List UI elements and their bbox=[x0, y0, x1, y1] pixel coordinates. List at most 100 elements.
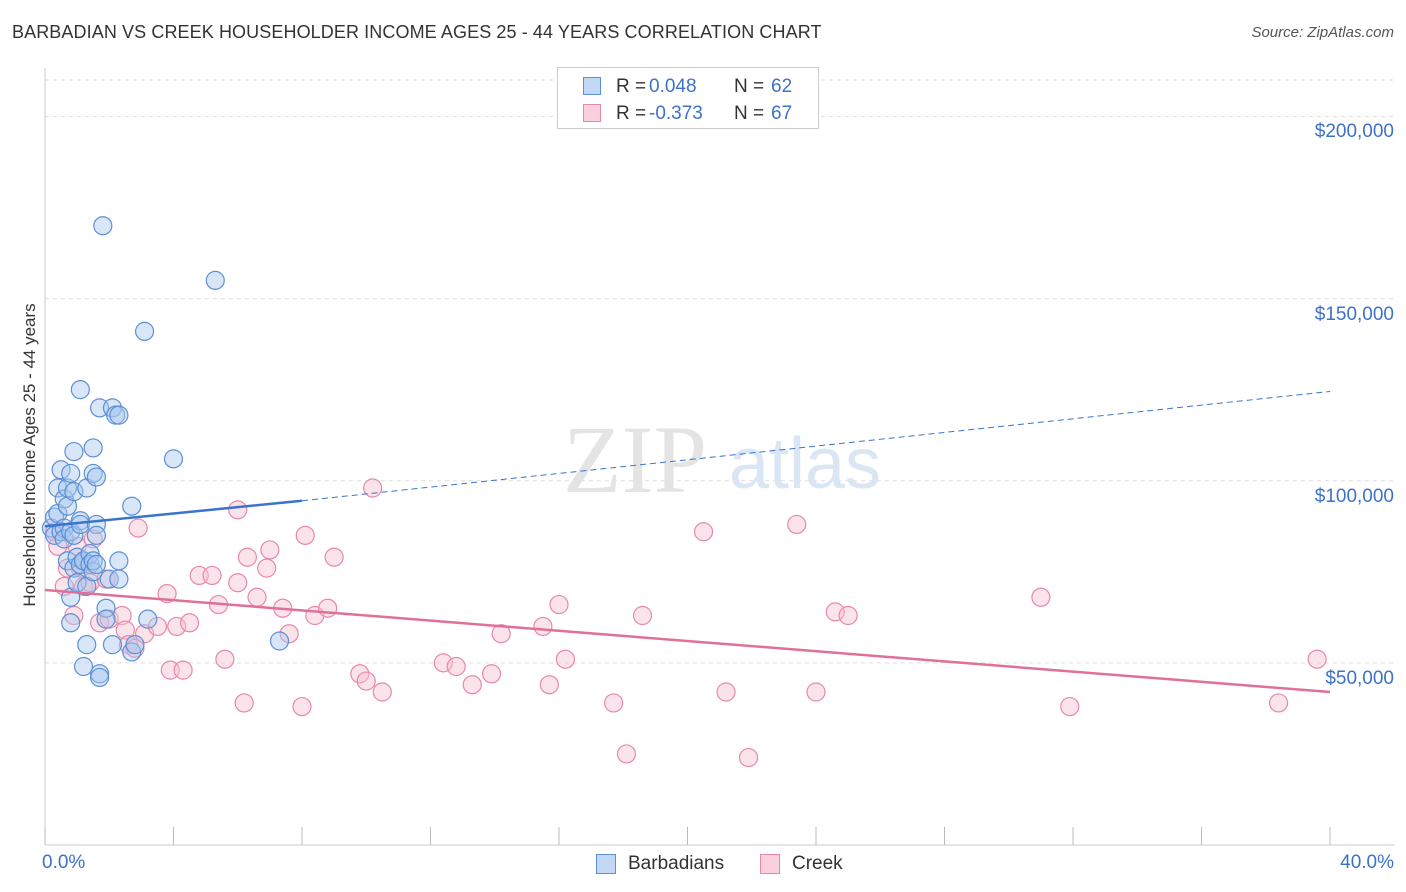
barbadians-trend-dashed bbox=[301, 390, 1331, 502]
barbadians-point bbox=[54, 529, 74, 549]
barbadians-point bbox=[64, 558, 84, 578]
grid-lines bbox=[45, 79, 1395, 664]
y-tick-label: $50,000 bbox=[1325, 667, 1394, 689]
creek-point bbox=[539, 675, 559, 695]
barbadians-point bbox=[64, 441, 84, 462]
creek-point bbox=[247, 587, 267, 607]
n-value: 67 bbox=[771, 103, 793, 124]
creek-point bbox=[787, 514, 807, 535]
creek-point bbox=[257, 558, 277, 578]
creek-point bbox=[295, 525, 315, 545]
x-tick-max: 40.0% bbox=[1340, 852, 1394, 873]
barbadians-point bbox=[96, 598, 116, 618]
creek-point bbox=[292, 696, 312, 717]
creek-point bbox=[202, 565, 222, 586]
creek-point bbox=[1307, 649, 1327, 669]
creek-point bbox=[616, 744, 637, 764]
barbadians-point bbox=[57, 551, 78, 571]
n-value: 62 bbox=[771, 76, 793, 97]
barbadians-point bbox=[109, 551, 129, 571]
r-label: R = bbox=[616, 103, 647, 124]
legend-label-barbadians: Barbadians bbox=[628, 853, 725, 874]
barbadians-point bbox=[77, 635, 97, 655]
creek-point bbox=[228, 500, 248, 520]
creek-point bbox=[1268, 693, 1289, 713]
y-tick-label: $100,000 bbox=[1314, 485, 1394, 507]
creek-point bbox=[693, 522, 714, 542]
n-label: N = bbox=[734, 76, 765, 97]
creek-point bbox=[738, 747, 759, 768]
creek-points bbox=[45, 478, 1327, 768]
legend-swatch-blue bbox=[583, 77, 601, 95]
watermark-atlas: atlas bbox=[729, 424, 881, 504]
barbadians-point bbox=[99, 569, 119, 589]
creek-point bbox=[83, 529, 103, 549]
barbadians-trend-solid bbox=[44, 499, 303, 528]
creek-point bbox=[324, 547, 344, 567]
barbadians-point bbox=[205, 270, 225, 290]
creek-trend bbox=[44, 588, 1331, 694]
barbadians-point bbox=[125, 635, 145, 655]
creek-point bbox=[215, 649, 235, 669]
legend-swatch-barbadians bbox=[596, 854, 616, 874]
legend-row-creek: R = -0.373 N = 67 bbox=[558, 101, 818, 127]
barbadians-point bbox=[61, 463, 81, 484]
creek-point bbox=[228, 573, 248, 593]
creek-point bbox=[112, 605, 132, 626]
barbadians-point bbox=[61, 613, 81, 633]
creek-point bbox=[372, 682, 392, 702]
r-label: R = bbox=[616, 76, 647, 97]
creek-point bbox=[179, 613, 200, 633]
barbadians-point bbox=[73, 656, 94, 677]
legend-row-barbadians: R = 0.048 N = 62 bbox=[558, 74, 818, 100]
barbadians-point bbox=[86, 554, 107, 575]
creek-point bbox=[825, 602, 845, 622]
creek-point bbox=[279, 624, 299, 644]
creek-point bbox=[433, 653, 453, 673]
series-legend: Barbadians Creek bbox=[596, 852, 856, 876]
barbadians-point bbox=[163, 449, 184, 469]
watermark-zip: ZIP bbox=[563, 406, 707, 513]
creek-point bbox=[1031, 587, 1051, 607]
creek-point bbox=[48, 536, 68, 556]
x-tick-min: 0.0% bbox=[42, 852, 86, 873]
barbadians-points bbox=[41, 216, 290, 688]
barbadians-point bbox=[73, 551, 94, 571]
creek-point bbox=[115, 620, 135, 640]
creek-point bbox=[604, 693, 624, 713]
barbadians-point bbox=[122, 496, 142, 516]
y-tick-label: $200,000 bbox=[1314, 121, 1394, 143]
creek-point bbox=[1060, 696, 1080, 717]
creek-point bbox=[716, 682, 736, 702]
barbadians-point bbox=[48, 478, 68, 498]
creek-point bbox=[549, 594, 569, 615]
creek-point bbox=[491, 624, 511, 644]
legend-swatch-pink bbox=[583, 104, 601, 122]
r-value: 0.048 bbox=[649, 76, 697, 97]
creek-point bbox=[481, 664, 502, 684]
creek-point bbox=[173, 660, 193, 680]
creek-point bbox=[128, 518, 148, 538]
creek-point bbox=[462, 675, 482, 695]
barbadians-point bbox=[109, 405, 129, 425]
barbadians-point bbox=[64, 482, 84, 502]
creek-point bbox=[147, 616, 168, 637]
barbadians-point bbox=[70, 380, 90, 400]
legend-label-creek: Creek bbox=[792, 853, 843, 874]
barbadians-point bbox=[86, 467, 107, 487]
barbadians-point bbox=[83, 463, 103, 484]
creek-point bbox=[237, 547, 257, 567]
creek-point bbox=[356, 671, 376, 691]
barbadians-point bbox=[83, 438, 103, 458]
creek-point bbox=[167, 616, 187, 637]
r-value: -0.373 bbox=[649, 103, 703, 124]
barbadians-point bbox=[86, 525, 107, 545]
source-label: Source: ZipAtlas.com bbox=[1251, 24, 1394, 41]
y-tick-label: $150,000 bbox=[1314, 303, 1394, 325]
barbadians-point bbox=[269, 631, 290, 651]
n-label: N = bbox=[734, 103, 765, 124]
creek-point bbox=[806, 682, 826, 702]
creek-point bbox=[632, 605, 653, 626]
creek-point bbox=[533, 616, 553, 637]
